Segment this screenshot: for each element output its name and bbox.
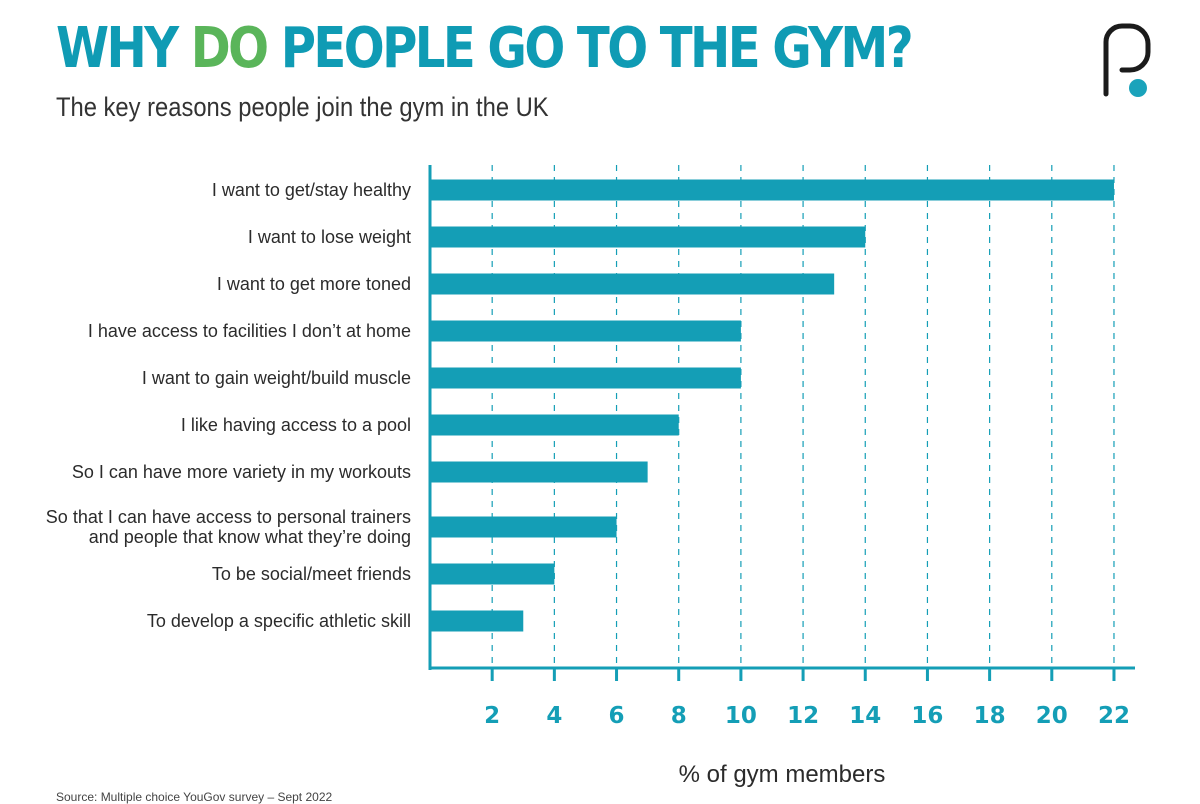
category-label: I have access to facilities I don’t at h… [88,321,411,341]
x-tick-label: 20 [1036,703,1068,729]
category-label: I want to get/stay healthy [212,180,411,200]
x-tick-label: 2 [484,703,500,729]
x-tick-label: 10 [725,703,757,729]
category-label: I want to lose weight [248,227,411,247]
source-note: Source: Multiple choice YouGov survey – … [56,790,333,804]
logo-dot-icon [1129,79,1147,97]
category-label: So I can have more variety in my workout… [72,462,411,482]
x-tick-label: 18 [974,703,1006,729]
bar [430,461,648,483]
chart-subtitle: The key reasons people join the gym in t… [56,92,549,122]
bar [430,179,1114,201]
bar [430,610,524,632]
x-tick-label: 6 [609,703,625,729]
category-label: I want to get more toned [217,274,411,294]
x-tick-label: 12 [787,703,819,729]
title-part-2-highlight: DO [190,16,269,81]
category-label: I like having access to a pool [181,415,411,435]
category-label: To develop a specific athletic skill [147,611,411,631]
x-tick-label: 14 [849,703,881,729]
x-axis-title: % of gym members [679,761,886,788]
brand-p-logo-icon [1103,23,1151,97]
category-label: I want to gain weight/build muscle [142,368,411,388]
bar [430,414,679,436]
x-tick-label: 16 [911,703,943,729]
x-tick-label: 4 [546,703,562,729]
bar [430,320,741,342]
x-tick-label: 8 [671,703,687,729]
bar [430,563,555,585]
bar [430,273,835,295]
bar [430,516,617,538]
category-label: To be social/meet friends [212,564,411,584]
title-part-3: PEOPLE GO TO THE GYM? [266,16,914,81]
bar [430,367,741,389]
bar [430,226,866,248]
category-label: So that I can have access to personal tr… [46,507,411,547]
title-part-1: WHY [56,16,191,81]
x-tick-label: 22 [1098,703,1130,729]
chart-title: WHY DO PEOPLE GO TO THE GYM? [56,14,914,84]
